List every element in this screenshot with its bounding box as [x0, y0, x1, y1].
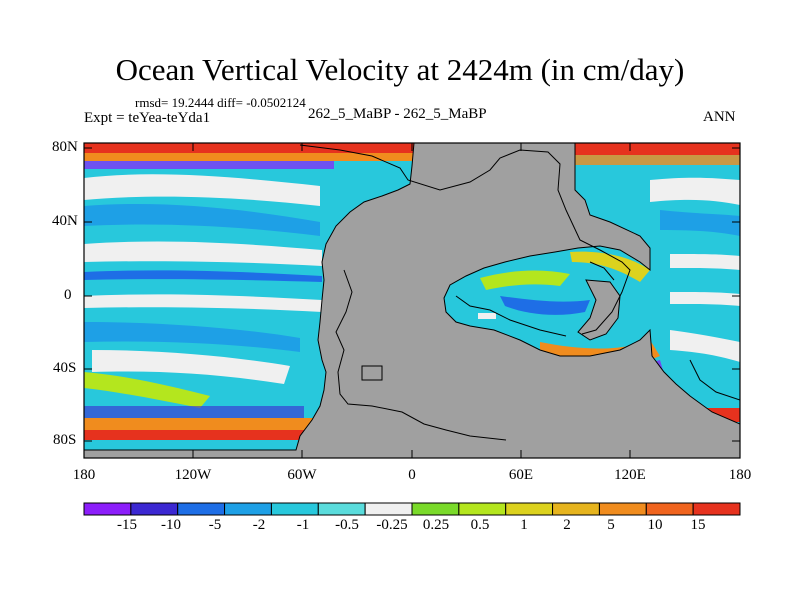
inland-sea-yellow [570, 251, 650, 282]
north-edge-orange [84, 153, 414, 161]
band-blue-equator [84, 270, 322, 282]
colorbar-swatch [552, 502, 600, 516]
lat-label-80n: 80N [52, 139, 78, 155]
band-green-southern [84, 372, 210, 408]
lon-label-180e: 180 [728, 467, 752, 483]
plot-title: Ocean Vertical Velocity at 2424m (in cm/… [115, 52, 685, 87]
stats-label: rmsd= 19.2444 diff= -0.0502124 [135, 95, 306, 110]
colorbar-swatch [645, 502, 694, 516]
east-band-white-equator [670, 254, 740, 270]
east-band-white-south [670, 292, 740, 306]
inland-sea-green [480, 270, 570, 290]
colorbar-swatch [177, 502, 226, 516]
colorbar-label: 2 [563, 517, 571, 533]
colorbar-label: 10 [647, 517, 663, 533]
east-north-edge-orange [575, 155, 740, 165]
colorbar-swatch [270, 502, 319, 516]
band-blue-south [84, 322, 300, 352]
lon-label-60e: 60E [508, 467, 534, 483]
colorbar-label: -2 [252, 517, 266, 533]
colorbar-label: -15 [117, 517, 137, 533]
colorbar-swatch [224, 502, 272, 516]
east-band-blue-north [660, 210, 740, 236]
band-white-north [84, 174, 320, 206]
colorbar-swatch [598, 502, 647, 516]
colorbar-label: -0.25 [376, 517, 408, 533]
colorbar-swatch [317, 502, 366, 516]
band-white-southern [92, 350, 290, 384]
colorbar-swatch [83, 502, 132, 516]
colorbar-swatch [411, 502, 460, 516]
south-edge-orange [84, 418, 314, 430]
lon-label-120e: 120E [614, 467, 646, 483]
lon-label-0: 0 [408, 467, 416, 483]
colorbar-label: -5 [208, 517, 222, 533]
colorbar-label: 15 [690, 517, 706, 533]
lat-label-40s: 40S [53, 360, 77, 376]
lon-label-180w: 180 [72, 467, 96, 483]
south-edge-red [84, 430, 314, 440]
colorbar-swatch [130, 502, 179, 516]
colorbar-swatch [458, 502, 507, 516]
small-island [506, 350, 512, 366]
inland-white-patch [478, 313, 496, 319]
lat-label-80s: 80S [53, 432, 77, 448]
experiment-label: Expt = teYea-teYda1 [84, 110, 211, 126]
inner-peninsula [577, 279, 621, 341]
north-edge-red [84, 143, 414, 153]
colorbar-label: 0.5 [470, 517, 490, 533]
lat-label-40n: 40N [52, 213, 78, 229]
colorbar-label: -0.5 [335, 517, 359, 533]
inland-sea-blue [500, 296, 590, 315]
colorbar-label: -1 [296, 517, 310, 533]
map-plot-area [84, 143, 740, 458]
colorbar-label: 0.25 [422, 517, 450, 533]
colorbar-swatch [692, 502, 741, 516]
east-band-white-southern [670, 330, 740, 362]
south-edge-purple [84, 406, 304, 418]
east-north-edge-red [575, 143, 740, 155]
cases-label: 262_5_MaBP - 262_5_MaBP [308, 106, 487, 122]
band-white-equator [84, 241, 322, 266]
colorbar-label: 5 [607, 517, 615, 533]
central-continent [84, 143, 740, 458]
colorbar-label: 1 [520, 517, 528, 533]
colorbar-label: -10 [161, 517, 181, 533]
east-band-white-north [650, 177, 740, 205]
band-white-south [84, 294, 322, 312]
lon-label-60w: 60W [287, 467, 317, 483]
colorbar-swatch [505, 502, 554, 516]
colorbar-swatch [364, 502, 413, 516]
axis-ticks [83, 143, 741, 458]
lon-label-120w: 120W [174, 467, 212, 483]
lat-label-0: 0 [64, 287, 72, 303]
coastlines [299, 144, 740, 441]
colorbar [83, 502, 741, 516]
season-label: ANN [703, 109, 736, 125]
band-blue-north [84, 203, 320, 236]
north-edge-purple [84, 161, 334, 169]
